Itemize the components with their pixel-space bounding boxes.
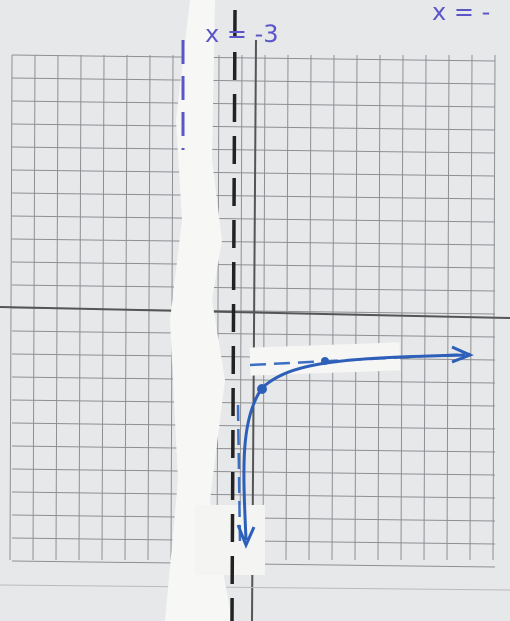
point <box>321 357 329 365</box>
tape <box>195 505 265 575</box>
annotation: x = - <box>432 0 490 26</box>
graph-paper-photo: x = -3 x = - <box>0 0 510 621</box>
annotation: x = -3 <box>205 20 279 48</box>
point <box>257 384 267 394</box>
